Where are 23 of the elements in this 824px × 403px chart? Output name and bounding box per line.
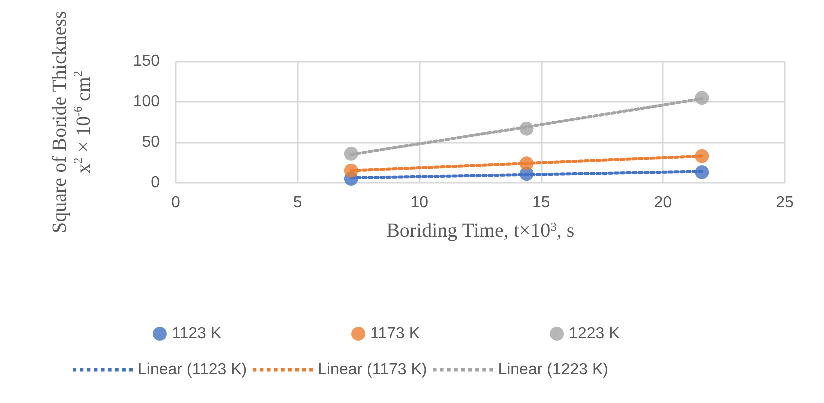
point	[695, 91, 710, 106]
point	[520, 156, 534, 171]
x-tick-label: 15	[532, 194, 550, 212]
x-tick-label: 0	[172, 194, 181, 212]
legend-label: 1123 K	[172, 326, 222, 342]
legend-label: Linear (1223 K)	[498, 362, 608, 378]
legend-label: Linear (1173 K)	[318, 362, 428, 378]
y-tick-label: 50	[142, 134, 160, 152]
point	[344, 164, 358, 178]
point	[344, 146, 358, 161]
x-tick-label: 5	[293, 194, 302, 212]
legend-label: Linear (1123 K)	[138, 362, 248, 378]
x-tick-label: 10	[410, 194, 429, 212]
y-tick-label: 100	[133, 94, 160, 111]
legend-label: 1223 K	[569, 326, 620, 342]
x-tick-label: 25	[776, 194, 794, 212]
legend-label: 1173 K	[370, 326, 420, 342]
point	[695, 149, 710, 164]
point	[695, 165, 710, 180]
y-tick-label: 150	[133, 53, 160, 70]
x-tick-label: 20	[654, 194, 672, 212]
y-tick-label: 0	[151, 174, 160, 192]
point	[520, 122, 534, 136]
